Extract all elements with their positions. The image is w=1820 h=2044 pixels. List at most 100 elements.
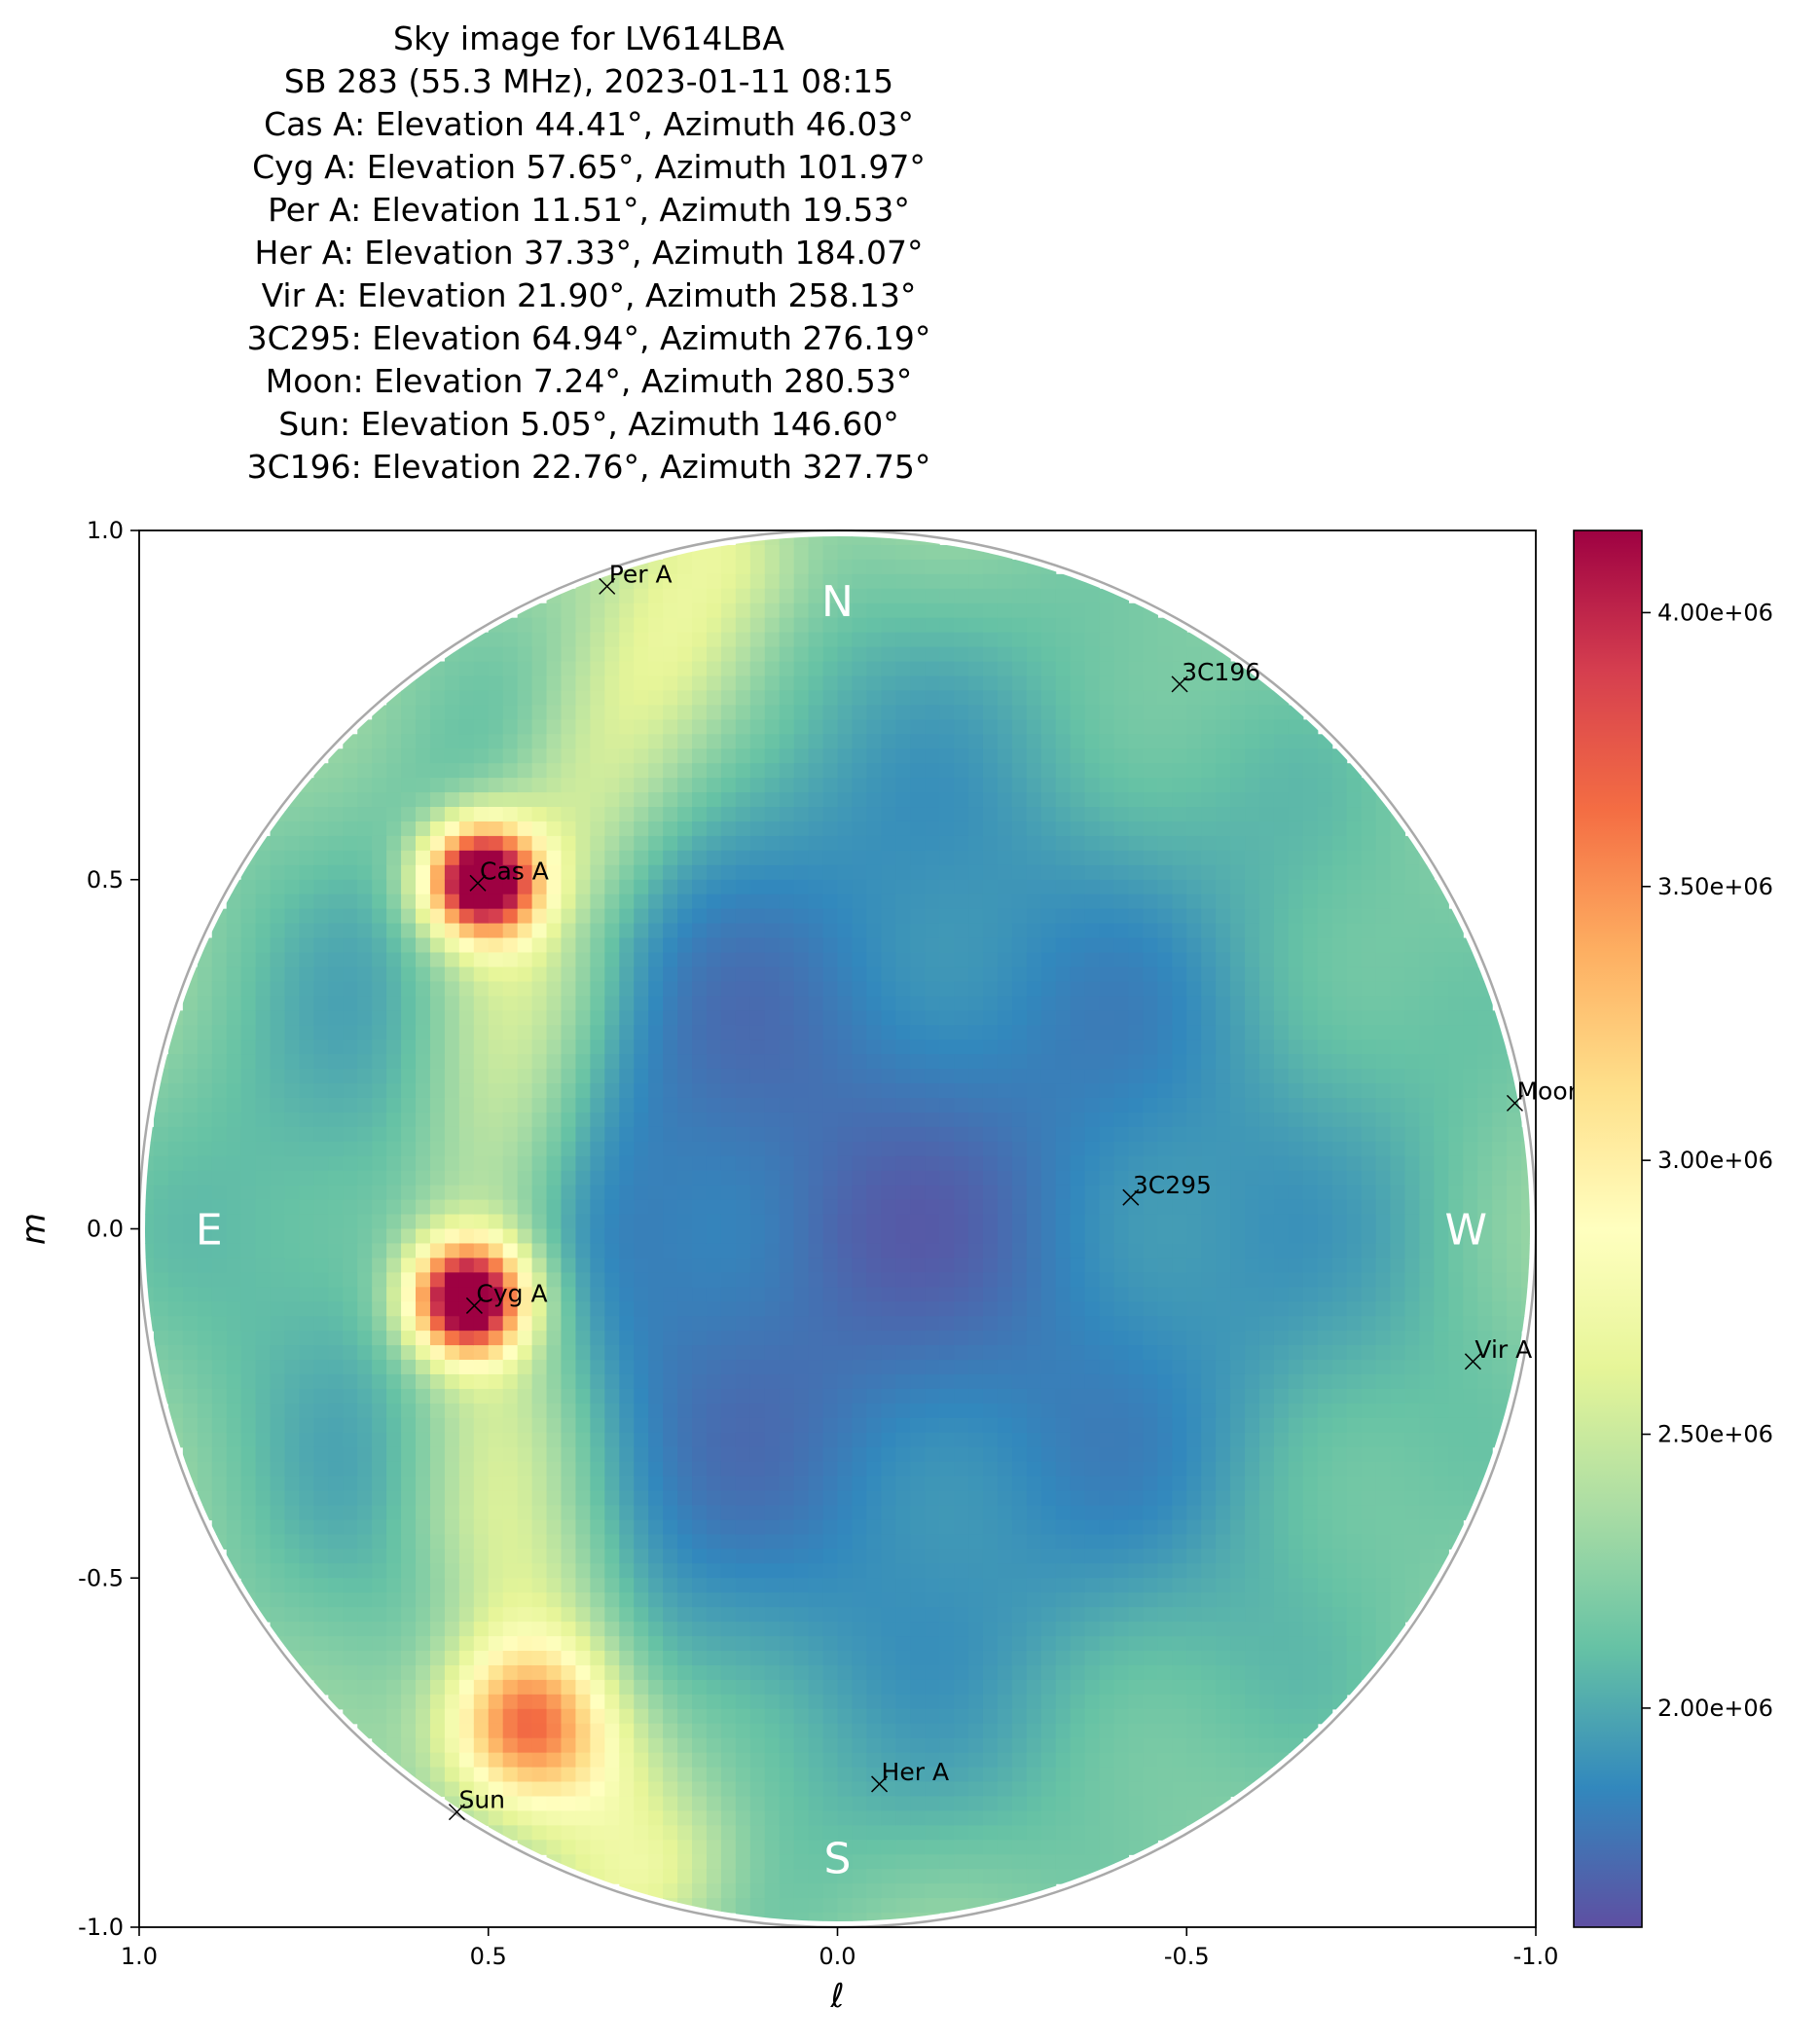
heatmap-cell	[313, 1534, 329, 1550]
heatmap-cell	[925, 1388, 940, 1405]
heatmap-cell	[240, 937, 257, 954]
heatmap-cell	[444, 879, 460, 895]
heatmap-cell	[357, 1519, 373, 1536]
heatmap-cell	[416, 792, 431, 808]
heatmap-cell	[749, 1155, 766, 1172]
heatmap-cell	[822, 1679, 839, 1696]
heatmap-cell	[502, 1185, 519, 1201]
heatmap-cell	[779, 1155, 795, 1172]
heatmap-cell	[764, 1810, 781, 1826]
heatmap-cell	[561, 1592, 577, 1608]
heatmap-cell	[343, 864, 358, 881]
heatmap-cell	[473, 1476, 490, 1492]
heatmap-cell	[939, 952, 955, 968]
heatmap-cell	[473, 1316, 490, 1332]
heatmap-cell	[429, 1708, 446, 1725]
heatmap-cell	[473, 690, 490, 706]
heatmap-cell	[648, 1679, 664, 1696]
heatmap-cell	[546, 1519, 563, 1536]
heatmap-cell	[590, 763, 605, 779]
heatmap-cell	[925, 1796, 940, 1812]
heatmap-cell	[866, 1534, 882, 1550]
heatmap-cell	[416, 778, 431, 793]
heatmap-cell	[416, 1679, 431, 1696]
heatmap-cell	[561, 763, 577, 779]
heatmap-cell	[357, 850, 373, 866]
heatmap-cell	[502, 850, 519, 866]
heatmap-cell	[837, 937, 854, 954]
heatmap-cell	[954, 646, 969, 663]
heatmap-cell	[211, 1417, 228, 1434]
heatmap-cell	[910, 1228, 926, 1245]
heatmap-cell	[939, 1228, 955, 1245]
heatmap-cell	[677, 1490, 693, 1507]
heatmap-cell	[343, 792, 358, 808]
heatmap-cell	[648, 1476, 664, 1492]
heatmap-cell	[255, 864, 272, 881]
heatmap-cell	[997, 1316, 1013, 1332]
heatmap-cell	[837, 536, 854, 546]
heatmap-cell	[531, 1752, 548, 1769]
heatmap-cell	[749, 602, 766, 619]
heatmap-cell	[808, 1592, 824, 1608]
heatmap-cell	[357, 1243, 373, 1259]
heatmap-cell	[735, 1767, 751, 1783]
heatmap-cell	[968, 1737, 984, 1754]
heatmap-cell	[982, 1403, 999, 1419]
heatmap-cell	[313, 1563, 329, 1579]
heatmap-cell	[473, 1141, 490, 1157]
heatmap-cell	[517, 1054, 533, 1070]
heatmap-cell	[997, 1287, 1013, 1302]
heatmap-cell	[910, 792, 926, 808]
heatmap-cell	[692, 1345, 708, 1361]
heatmap-cell	[720, 544, 737, 561]
heatmap-cell	[822, 1185, 839, 1201]
heatmap-cell	[416, 1112, 431, 1128]
heatmap-cell	[968, 1592, 984, 1608]
heatmap-cell	[968, 1840, 984, 1855]
heatmap-cell	[240, 1373, 257, 1390]
heatmap-cell	[692, 1810, 708, 1826]
heatmap-cell	[677, 1636, 693, 1652]
heatmap-cell	[720, 996, 737, 1011]
heatmap-cell	[313, 1316, 329, 1332]
heatmap-cell	[531, 748, 548, 764]
heatmap-cell	[706, 1388, 722, 1405]
heatmap-cell	[852, 1025, 867, 1040]
heatmap-cell	[954, 1534, 969, 1550]
heatmap-cell	[910, 690, 926, 706]
heatmap-cell	[692, 835, 708, 852]
heatmap-cell	[284, 1287, 301, 1302]
heatmap-cell	[284, 1563, 301, 1579]
heatmap-cell	[939, 602, 955, 619]
heatmap-cell	[925, 1054, 940, 1070]
heatmap-cell	[386, 981, 402, 997]
heatmap-cell	[546, 1345, 563, 1361]
heatmap-cell	[458, 763, 475, 779]
heatmap-cell	[343, 1272, 358, 1288]
heatmap-cell	[211, 1490, 228, 1507]
heatmap-cell	[386, 1287, 402, 1302]
heatmap-cell	[444, 894, 460, 910]
heatmap-cell	[1026, 1781, 1042, 1798]
heatmap-cell	[895, 1549, 911, 1564]
heatmap-cell	[313, 1170, 329, 1186]
heatmap-cell	[735, 952, 751, 968]
heatmap-cell	[706, 1126, 722, 1143]
heatmap-cell	[982, 1417, 999, 1434]
heatmap-cell	[386, 1723, 402, 1739]
heatmap-cell	[925, 1563, 940, 1579]
heatmap-cell	[416, 981, 431, 997]
heatmap-cell	[372, 1083, 387, 1099]
heatmap-cell	[502, 1316, 519, 1332]
heatmap-cell	[968, 1607, 984, 1623]
heatmap-cell	[764, 1534, 781, 1550]
heatmap-cell	[197, 1214, 213, 1230]
heatmap-cell	[473, 763, 490, 779]
heatmap-cell	[852, 894, 867, 910]
heatmap-cell	[749, 879, 766, 895]
heatmap-cell	[677, 1476, 693, 1492]
heatmap-cell	[968, 1854, 984, 1870]
heatmap-cell	[575, 1112, 591, 1128]
heatmap-cell	[575, 602, 591, 619]
